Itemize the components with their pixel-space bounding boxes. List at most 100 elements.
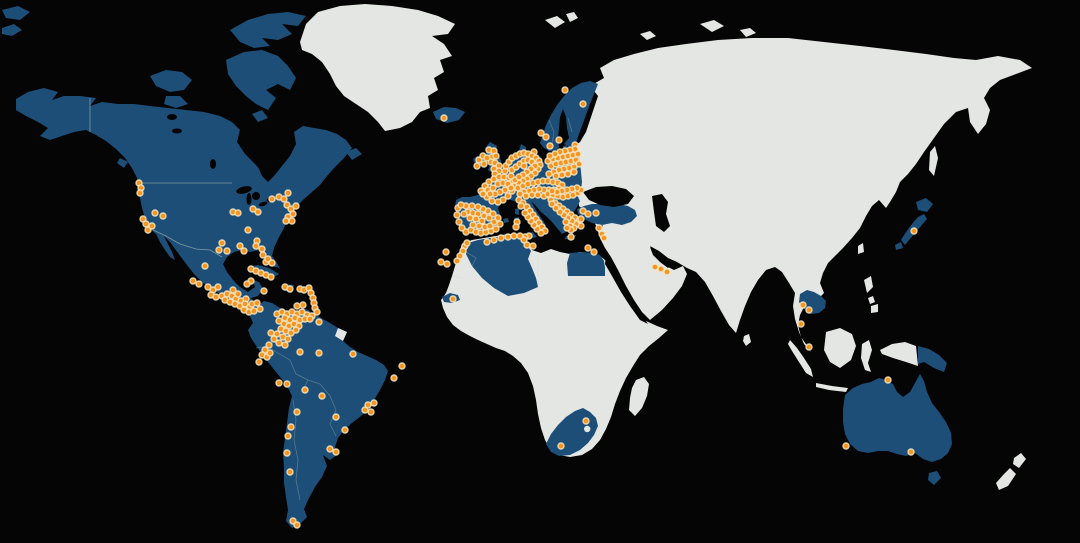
location-dot xyxy=(516,190,524,198)
location-dot xyxy=(797,320,805,328)
region-algeria-tunisia xyxy=(466,235,538,296)
black-sea xyxy=(583,186,634,207)
location-dot xyxy=(469,221,477,229)
location-dot xyxy=(592,209,600,217)
region-svalbard xyxy=(545,12,578,28)
lake-erie xyxy=(258,201,268,207)
location-dot xyxy=(557,442,565,450)
location-dot xyxy=(136,189,144,197)
region-papua-new-guinea xyxy=(918,346,947,372)
location-dot xyxy=(468,202,476,210)
location-dot xyxy=(521,209,529,217)
location-dot xyxy=(283,380,291,388)
location-dot xyxy=(292,326,300,334)
location-dot xyxy=(799,301,807,309)
location-dot xyxy=(443,260,451,268)
location-dot xyxy=(910,227,918,235)
location-dot xyxy=(522,192,530,200)
location-dot xyxy=(474,203,482,211)
region-sri-lanka xyxy=(743,334,751,346)
lake-winnipeg xyxy=(210,159,216,169)
location-dot xyxy=(486,222,494,230)
location-dot xyxy=(515,173,523,181)
location-dot xyxy=(293,302,301,310)
location-dot xyxy=(301,386,309,394)
location-dot xyxy=(267,329,275,337)
location-dot xyxy=(284,335,292,343)
location-dot xyxy=(332,413,340,421)
region-new-zealand xyxy=(996,453,1026,490)
location-dot xyxy=(268,195,276,203)
region-lesotho xyxy=(584,425,591,433)
location-dot xyxy=(275,379,283,387)
region-tasmania xyxy=(928,471,941,485)
location-dot xyxy=(313,308,321,316)
location-dot xyxy=(252,242,260,250)
location-dot xyxy=(258,245,266,253)
location-dot xyxy=(577,215,585,223)
location-dot xyxy=(212,293,220,301)
location-dot xyxy=(546,152,554,160)
location-dot xyxy=(240,247,248,255)
location-dot xyxy=(254,208,262,216)
location-dot xyxy=(292,202,300,210)
location-dot xyxy=(510,232,518,240)
location-dot xyxy=(234,209,242,217)
caspian-sea xyxy=(652,194,670,232)
location-dot xyxy=(805,306,813,314)
location-dot xyxy=(563,224,571,232)
location-dot xyxy=(497,234,505,242)
location-dot xyxy=(479,190,487,198)
location-dot xyxy=(460,210,468,218)
location-dot xyxy=(270,335,278,343)
region-egypt xyxy=(567,252,605,276)
location-dot xyxy=(600,234,608,242)
location-dot xyxy=(256,305,264,313)
location-dot xyxy=(148,222,156,230)
location-dot xyxy=(907,448,915,456)
location-dot xyxy=(507,172,515,180)
location-dot xyxy=(367,408,375,416)
location-dot xyxy=(584,244,592,252)
location-dot xyxy=(326,445,334,453)
location-dot xyxy=(265,341,273,349)
region-taiwan xyxy=(858,243,864,254)
location-dot xyxy=(455,218,463,226)
location-dot xyxy=(486,190,494,198)
location-dot xyxy=(517,202,525,210)
location-dot xyxy=(260,287,268,295)
region-australia xyxy=(843,374,952,462)
location-dot xyxy=(223,247,231,255)
location-dot xyxy=(520,162,528,170)
location-dot xyxy=(555,136,563,144)
location-dot xyxy=(842,442,850,450)
region-madagascar xyxy=(629,377,649,416)
location-dot xyxy=(466,214,474,222)
location-dot xyxy=(483,238,491,246)
region-arctic-russia-islands xyxy=(640,20,756,40)
region-sakhalin xyxy=(929,146,938,176)
location-dot xyxy=(288,217,296,225)
location-dot xyxy=(229,286,237,294)
region-canadian-arctic-islands xyxy=(150,12,306,122)
landmass-inactive-overlays xyxy=(335,328,591,433)
region-turkey xyxy=(577,204,637,225)
location-dot xyxy=(492,152,500,160)
location-dot xyxy=(582,417,590,425)
location-dot xyxy=(253,299,261,307)
persian-gulf xyxy=(650,247,672,268)
location-dot xyxy=(480,160,488,168)
location-dot xyxy=(590,248,598,256)
location-dot xyxy=(266,349,274,357)
location-dot xyxy=(349,350,357,358)
lake-huron xyxy=(252,192,260,200)
region-south-america xyxy=(248,301,388,528)
location-dot xyxy=(306,315,314,323)
location-dot xyxy=(492,225,500,233)
region-bering-fragments xyxy=(2,6,30,36)
location-dot xyxy=(562,218,570,226)
location-dot xyxy=(284,432,292,440)
location-dot xyxy=(567,233,575,241)
location-dot xyxy=(453,211,461,219)
location-dot xyxy=(504,192,512,200)
